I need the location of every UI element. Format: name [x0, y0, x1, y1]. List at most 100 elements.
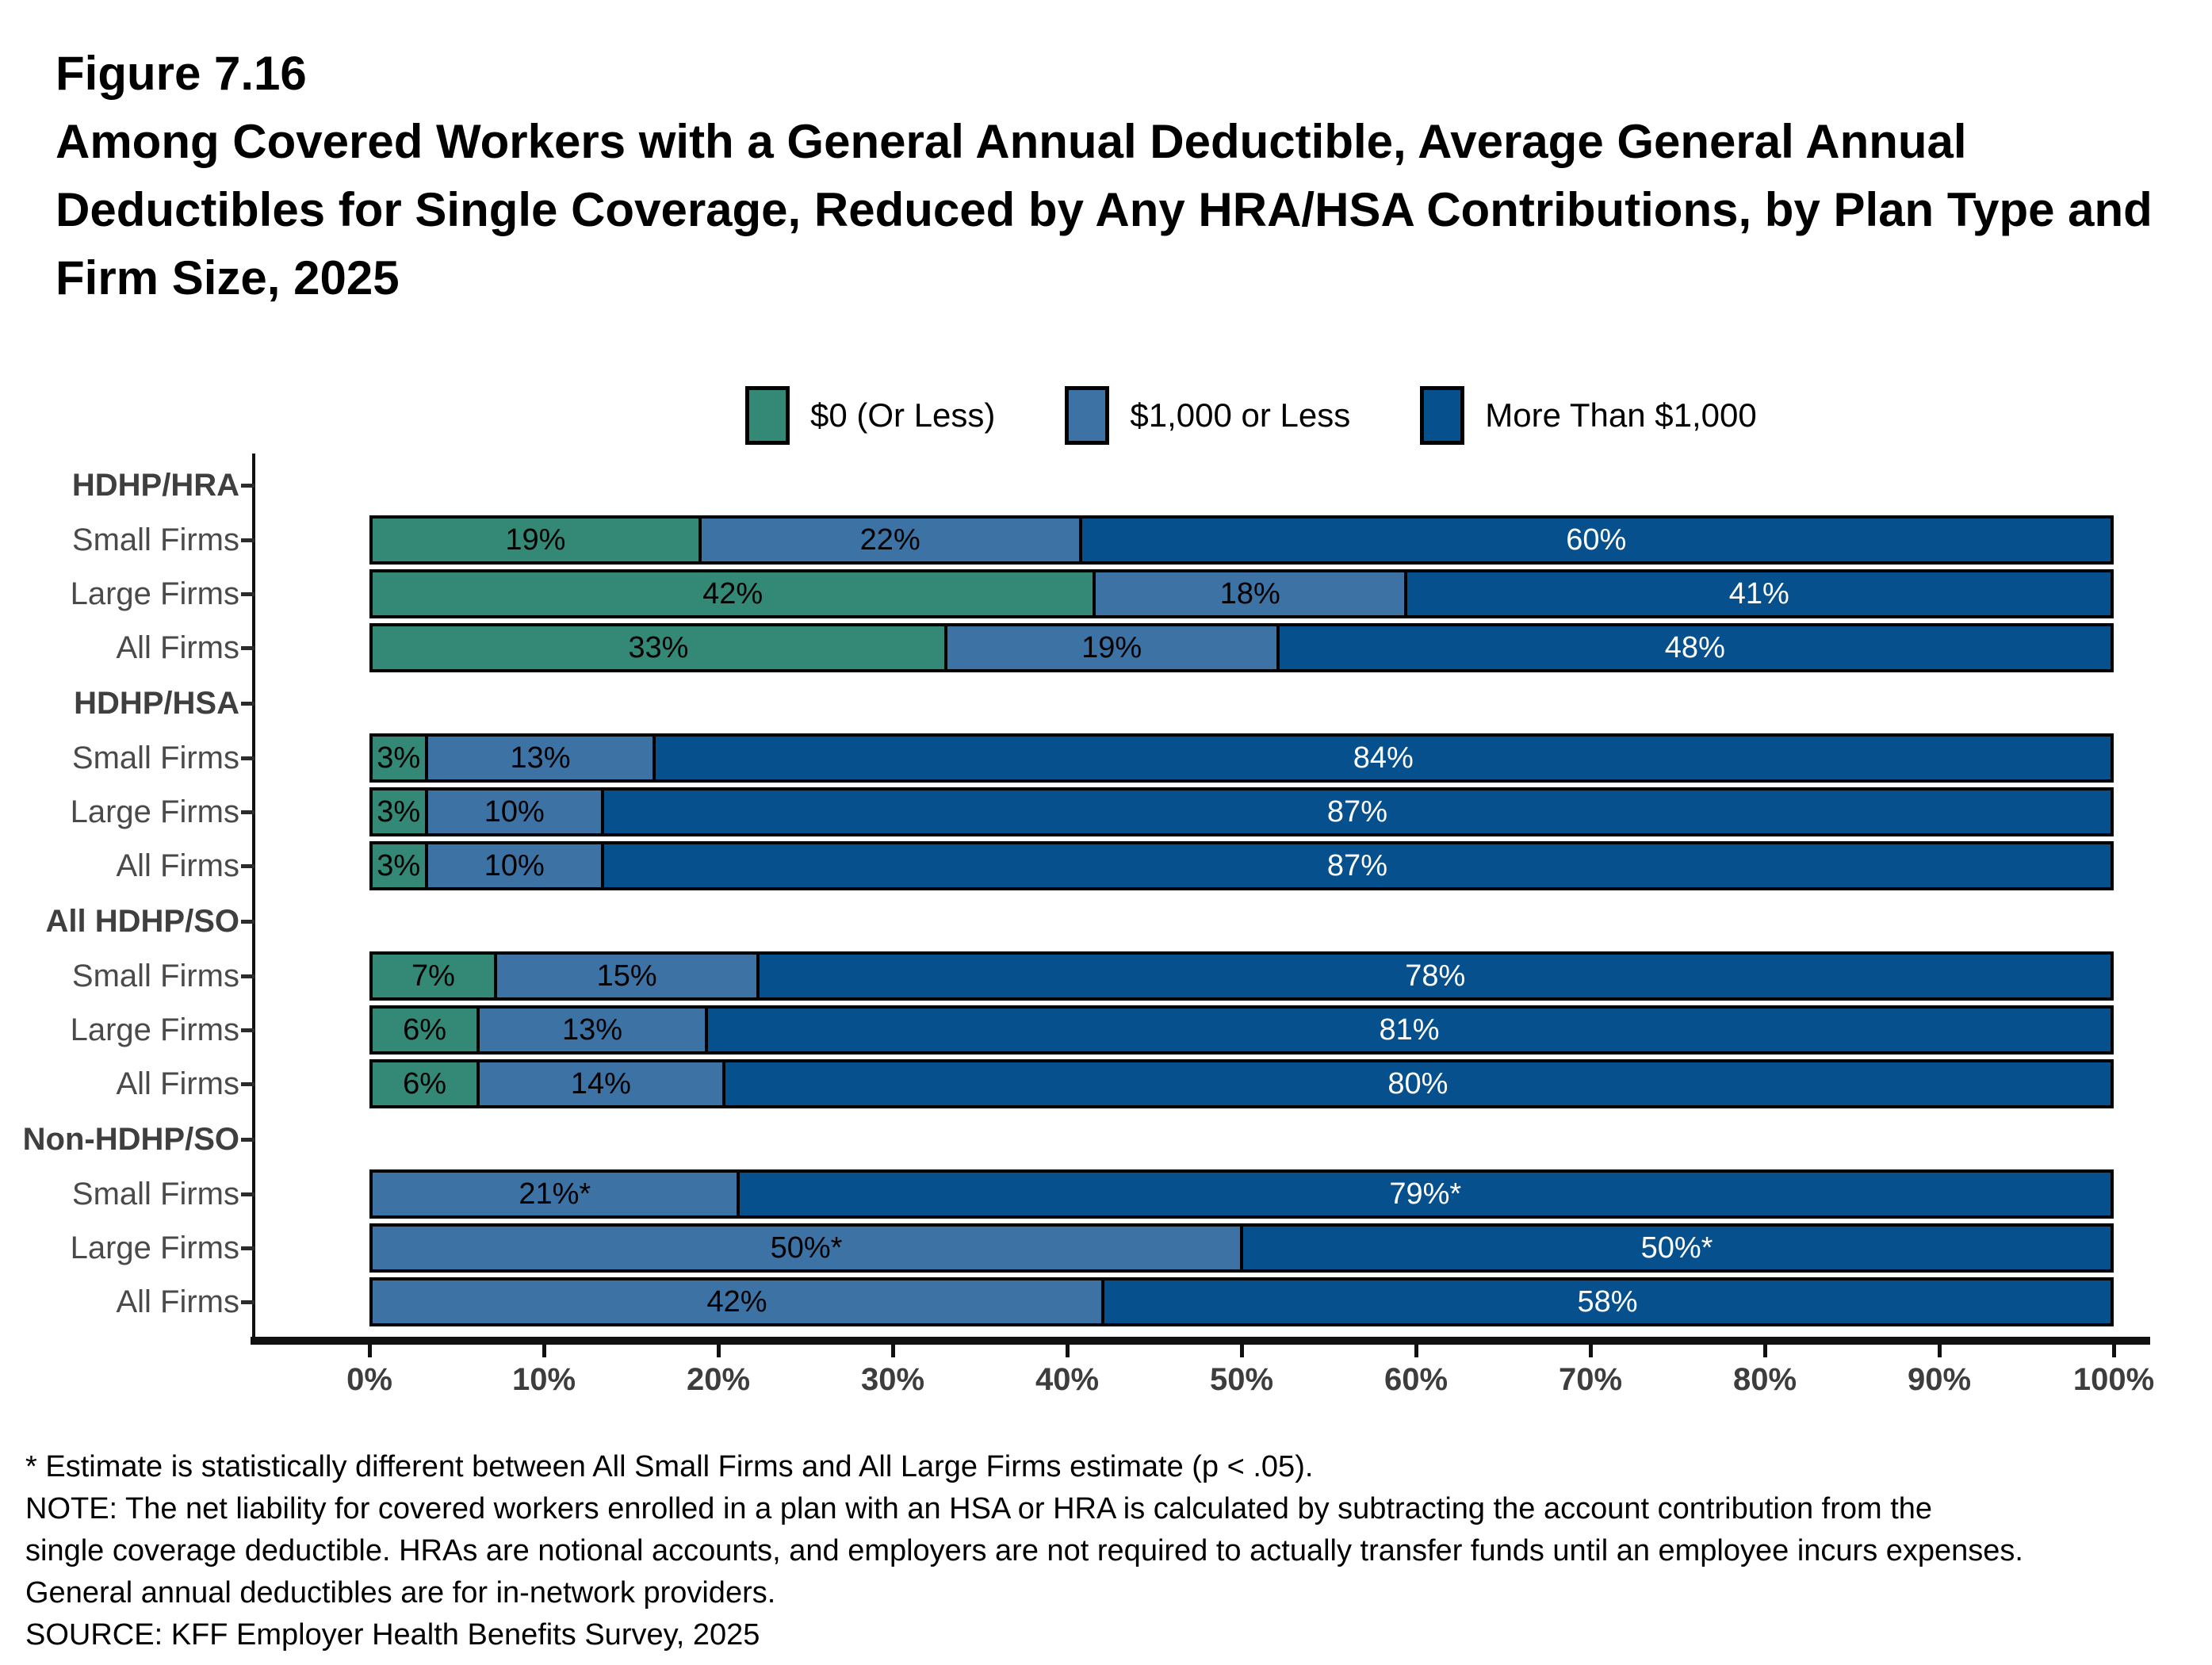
bar-row: 6% 13% 81%: [369, 1005, 2114, 1054]
x-axis-tick: [542, 1345, 546, 1357]
bar-segment: 42%: [373, 1280, 1101, 1323]
bar-segment-value: 3%: [377, 794, 421, 829]
bar-segment-value: 3%: [377, 848, 421, 882]
bar-segment: 58%: [1100, 1280, 2111, 1323]
x-axis-tick: [1938, 1345, 1942, 1357]
figure-number: Figure 7.16: [55, 47, 307, 100]
bar-segment: 6%: [373, 1009, 477, 1051]
bar-segment: 18%: [1093, 572, 1405, 615]
footnote-source: SOURCE: KFF Employer Health Benefits Sur…: [25, 1618, 760, 1652]
chart-legend: $0 (Or Less) $1,000 or Less More Than $1…: [745, 386, 1827, 445]
x-axis-tick: [717, 1345, 721, 1357]
bar-segment-value: 87%: [1326, 848, 1387, 882]
x-axis-tick-label: 90%: [1907, 1362, 1972, 1397]
bar-segment-value: 78%: [1405, 959, 1466, 993]
footnotes: * Estimate is statistically different be…: [25, 1446, 2198, 1656]
y-axis-tick: [241, 1246, 254, 1250]
x-axis-tick-label: 70%: [1558, 1362, 1623, 1397]
y-axis-tick: [241, 864, 254, 868]
x-axis-tick: [368, 1345, 372, 1357]
row-label-all-firms: All Firms: [116, 1284, 239, 1319]
x-axis-tick-label: 100%: [2072, 1362, 2155, 1397]
x-axis-tick: [1240, 1345, 1244, 1357]
legend-label: $0 (Or Less): [810, 396, 996, 434]
bar-segment-value: 19%: [1081, 630, 1142, 664]
figure-title-line-1: Among Covered Workers with a General Ann…: [55, 115, 1967, 168]
x-axis-tick-label: 40%: [1035, 1362, 1100, 1397]
bar-segment-value: 41%: [1728, 576, 1789, 610]
x-axis-tick: [891, 1345, 895, 1357]
bar-segment: 15%: [493, 955, 757, 997]
bar-segment: 87%: [600, 844, 2111, 887]
bar-segment: 84%: [653, 737, 2111, 779]
y-axis-tick: [241, 592, 254, 596]
x-axis-tick-label: 80%: [1732, 1362, 1797, 1397]
bar-row: 42% 58%: [369, 1277, 2114, 1326]
x-axis-tick-label: 20%: [686, 1362, 751, 1397]
row-label-small-firms: Small Firms: [71, 522, 239, 557]
y-axis-tick: [241, 920, 254, 924]
bar-segment-value: 50%*: [770, 1231, 843, 1265]
footnote-note-line-3: General annual deductibles are for in-ne…: [25, 1576, 776, 1610]
bar-segment-value: 60%: [1566, 522, 1627, 557]
bar-segment-value: 33%: [628, 630, 689, 664]
figure-title-line-3: Firm Size, 2025: [55, 251, 400, 304]
bar-segment-value: 79%*: [1389, 1177, 1462, 1211]
footnote-asterisk: * Estimate is statistically different be…: [25, 1450, 1314, 1483]
bar-segment-value: 15%: [596, 959, 657, 993]
bar-row: 21%* 79%*: [369, 1169, 2114, 1219]
row-label-large-firms: Large Firms: [70, 576, 239, 611]
x-axis-tick-label: 0%: [346, 1362, 392, 1397]
x-axis-tick: [1589, 1345, 1593, 1357]
x-axis-tick-label: 10%: [511, 1362, 576, 1397]
bar-row: 42% 18% 41%: [369, 569, 2114, 618]
bar-segment: 3%: [373, 844, 425, 887]
x-axis-tick-label: 30%: [860, 1362, 925, 1397]
bar-segment-value: 18%: [1219, 576, 1280, 610]
bar-segment-value: 7%: [411, 959, 455, 993]
bar-segment-value: 19%: [505, 522, 566, 557]
row-label-large-firms: Large Firms: [70, 794, 239, 829]
legend-item-more-than-1000: More Than $1,000: [1420, 386, 1757, 445]
bar-segment-value: 6%: [403, 1066, 446, 1100]
y-axis-tick: [241, 538, 254, 542]
group-label-hdhp-hsa: HDHP/HSA: [74, 686, 239, 721]
x-axis-tick-label: 50%: [1209, 1362, 1274, 1397]
group-label-hdhp-hra: HDHP/HRA: [71, 468, 239, 503]
bar-row: 3% 13% 84%: [369, 733, 2114, 783]
bar-segment-value: 3%: [377, 741, 421, 775]
bar-segment-value: 81%: [1379, 1012, 1440, 1047]
y-axis-tick: [241, 974, 254, 978]
x-axis-line: [251, 1337, 2150, 1345]
bar-segment-value: 80%: [1387, 1066, 1449, 1100]
bar-row: 19% 22% 60%: [369, 515, 2114, 565]
bar-segment: 81%: [704, 1009, 2111, 1051]
bar-segment: 10%: [424, 844, 601, 887]
bar-segment: 13%: [424, 737, 653, 779]
row-label-all-firms: All Firms: [116, 630, 239, 665]
y-axis-tick: [241, 756, 254, 760]
bar-segment: 78%: [756, 955, 2111, 997]
bar-segment: 19%: [373, 519, 698, 561]
bar-segment: 3%: [373, 737, 425, 779]
bar-segment: 10%: [424, 790, 601, 833]
legend-swatch-dark-blue: [1420, 386, 1465, 445]
y-axis-line: [252, 454, 255, 1342]
bar-segment: 87%: [600, 790, 2111, 833]
bar-segment-value: 42%: [706, 1284, 767, 1319]
y-axis-tick: [241, 1028, 254, 1032]
row-label-all-firms: All Firms: [116, 848, 239, 883]
bar-segment: 79%*: [737, 1173, 2111, 1215]
bar-row: 6% 14% 80%: [369, 1059, 2114, 1108]
legend-item-0-or-less: $0 (Or Less): [745, 386, 995, 445]
bar-segment: 19%: [943, 626, 1276, 669]
bar-segment-value: 6%: [403, 1012, 446, 1047]
legend-swatch-green: [745, 386, 790, 445]
bar-row: 3% 10% 87%: [369, 787, 2114, 836]
bar-segment-value: 14%: [570, 1066, 631, 1100]
y-axis-tick: [241, 1082, 254, 1086]
x-axis-tick-label: 60%: [1383, 1362, 1449, 1397]
bar-segment-value: 22%: [859, 522, 920, 557]
bar-segment-value: 84%: [1353, 741, 1414, 775]
bar-segment: 48%: [1276, 626, 2111, 669]
